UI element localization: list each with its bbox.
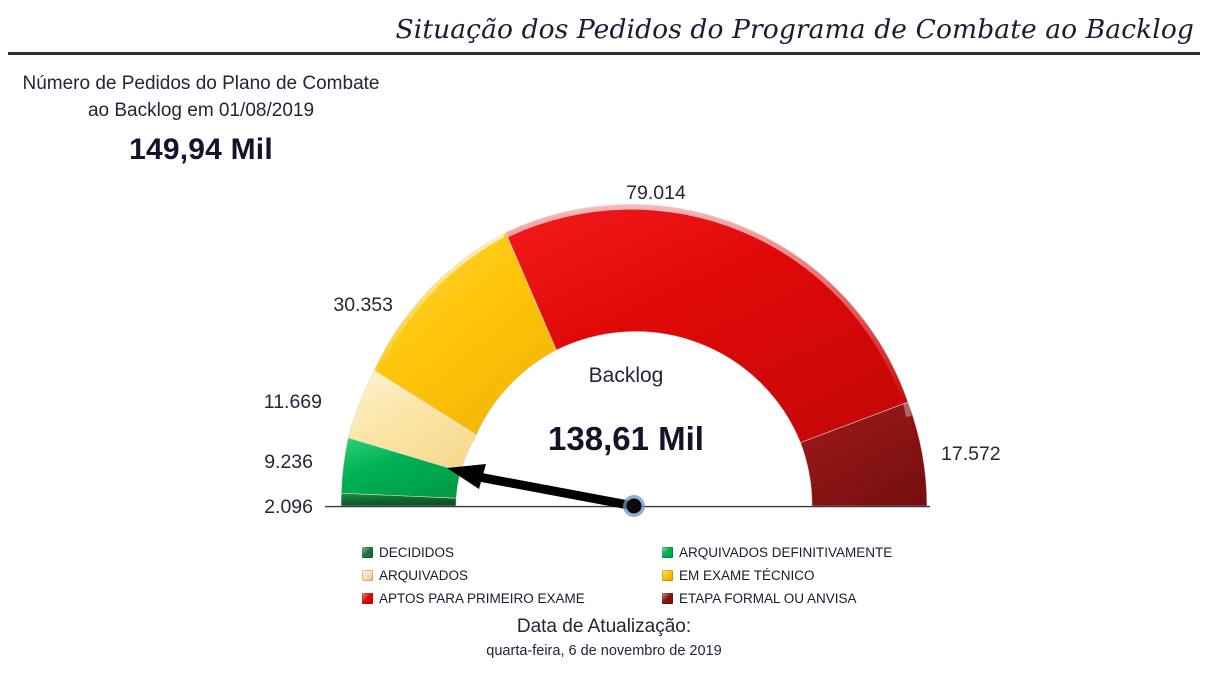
- legend-item-aptos-para-primeiro-exame[interactable]: APTOS PARA PRIMEIRO EXAME: [362, 588, 662, 609]
- legend-swatch-icon: [362, 593, 373, 604]
- legend-item-em-exame-tecnico[interactable]: EM EXAME TÉCNICO: [662, 565, 910, 586]
- legend-label: ARQUIVADOS DEFINITIVAMENTE: [679, 544, 893, 560]
- header-divider: [8, 52, 1200, 55]
- gauge-label-decididos: 2.096: [264, 496, 313, 518]
- page-title: Situação dos Pedidos do Programa de Comb…: [395, 14, 1194, 45]
- legend-swatch-icon: [662, 570, 673, 581]
- gauge-pivot-dot: [623, 495, 645, 517]
- legend-label: ARQUIVADOS: [379, 567, 469, 583]
- gauge-label-em-exame-tecnico: 30.353: [333, 294, 393, 316]
- legend-item-arquivados[interactable]: ARQUIVADOS: [362, 565, 662, 586]
- gauge-label-etapa-formal-ou-anvisa: 17.572: [941, 443, 1001, 465]
- chart-legend: DECIDIDOS ARQUIVADOS DEFINITIVAMENTE ARQ…: [362, 542, 910, 609]
- gauge-label-aptos-para-primeiro-exame: 79.014: [626, 182, 686, 204]
- legend-swatch-icon: [362, 547, 373, 558]
- legend-label: EM EXAME TÉCNICO: [679, 567, 815, 583]
- update-date: quarta-feira, 6 de novembro de 2019: [486, 643, 722, 659]
- gauge-center-value: 138,61 Mil: [548, 420, 704, 457]
- kpi-caption: Número de Pedidos do Plano de Combate ao…: [22, 73, 380, 121]
- update-title: Data de Atualização:: [516, 616, 692, 637]
- kpi-block: Número de Pedidos do Plano de Combate ao…: [16, 70, 386, 167]
- legend-swatch-icon: [662, 547, 673, 558]
- legend-swatch-icon: [662, 593, 673, 604]
- gauge-label-arquivados: 11.669: [264, 391, 322, 413]
- legend-label: ETAPA FORMAL OU ANVISA: [679, 590, 857, 606]
- legend-item-decididos[interactable]: DECIDIDOS: [362, 542, 662, 563]
- gauge-label-arquivados-definitivamente: 9.236: [264, 451, 313, 473]
- gauge-center-title: Backlog: [589, 364, 664, 387]
- legend-item-etapa-formal-ou-anvisa[interactable]: ETAPA FORMAL OU ANVISA: [662, 588, 910, 609]
- update-footer: Data de Atualização: quarta-feira, 6 de …: [0, 614, 1208, 662]
- legend-swatch-icon: [362, 570, 373, 581]
- gauge-chart: Backlog 138,61 Mil 2.096 9.236 11.669 30…: [0, 165, 1208, 530]
- gauge-segment-aptos-para-primeiro-exame[interactable]: [505, 204, 909, 444]
- legend-item-arquivados-definitivamente[interactable]: ARQUIVADOS DEFINITIVAMENTE: [662, 542, 910, 563]
- legend-label: APTOS PARA PRIMEIRO EXAME: [379, 590, 585, 606]
- gauge-svg: Backlog 138,61 Mil 2.096 9.236 11.669 30…: [264, 182, 1001, 518]
- kpi-value: 149,94 Mil: [129, 133, 273, 166]
- gauge-needle-arrow: [447, 464, 635, 511]
- legend-label: DECIDIDOS: [379, 544, 455, 560]
